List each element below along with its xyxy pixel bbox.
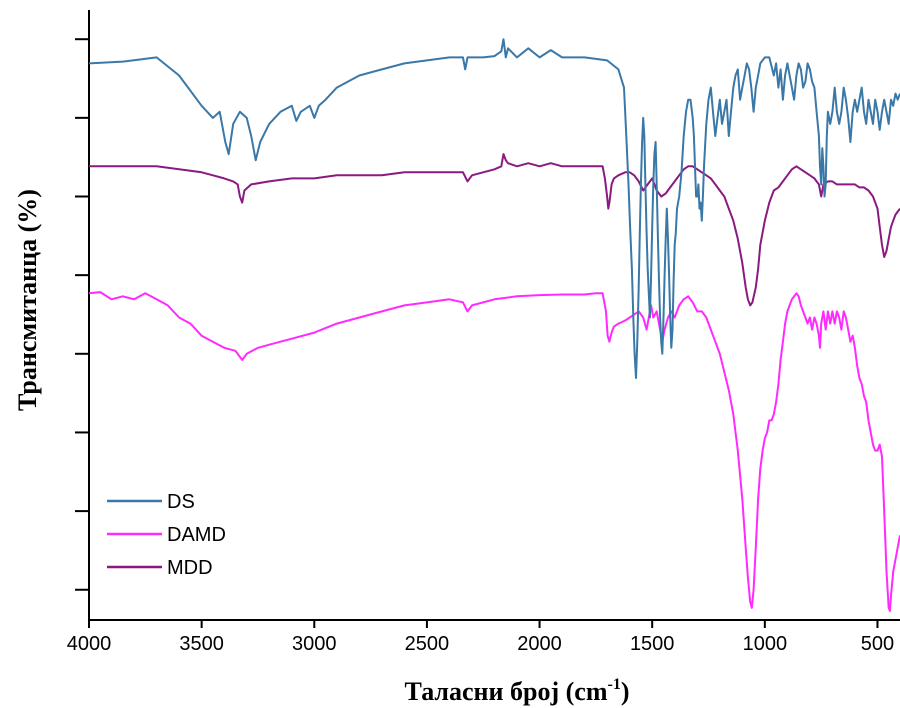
legend-label-damd: DAMD <box>167 524 226 546</box>
legend: DS DAMD MDD <box>107 491 226 579</box>
x-tick-label: 3500 <box>179 633 224 655</box>
chart-axes: 4000 3500 3000 2500 2000 1500 1000 500 <box>67 10 900 655</box>
x-axis-title: Таласни број (cm-1) <box>405 676 630 706</box>
x-tick-label: 2500 <box>405 633 450 655</box>
x-tick-label: 4000 <box>67 633 112 655</box>
x-tick-label: 2000 <box>517 633 562 655</box>
series-layer <box>89 38 900 612</box>
series-line-damd <box>89 291 900 612</box>
x-axis-title-superscript: -1 <box>608 676 621 693</box>
y-axis-title: Трансмитанца (%) <box>13 189 42 411</box>
legend-label-mdd: MDD <box>167 557 213 579</box>
legend-label-ds: DS <box>167 491 195 513</box>
x-tick-label: 3000 <box>292 633 337 655</box>
series-line-ds <box>89 38 900 379</box>
series-line-mdd <box>89 153 900 307</box>
x-tick-label: 500 <box>861 633 894 655</box>
x-axis-title-main: Таласни број (cm <box>405 677 608 706</box>
x-tick-label: 1500 <box>630 633 675 655</box>
x-tick-label: 1000 <box>743 633 788 655</box>
x-axis-title-close: ) <box>621 677 630 706</box>
